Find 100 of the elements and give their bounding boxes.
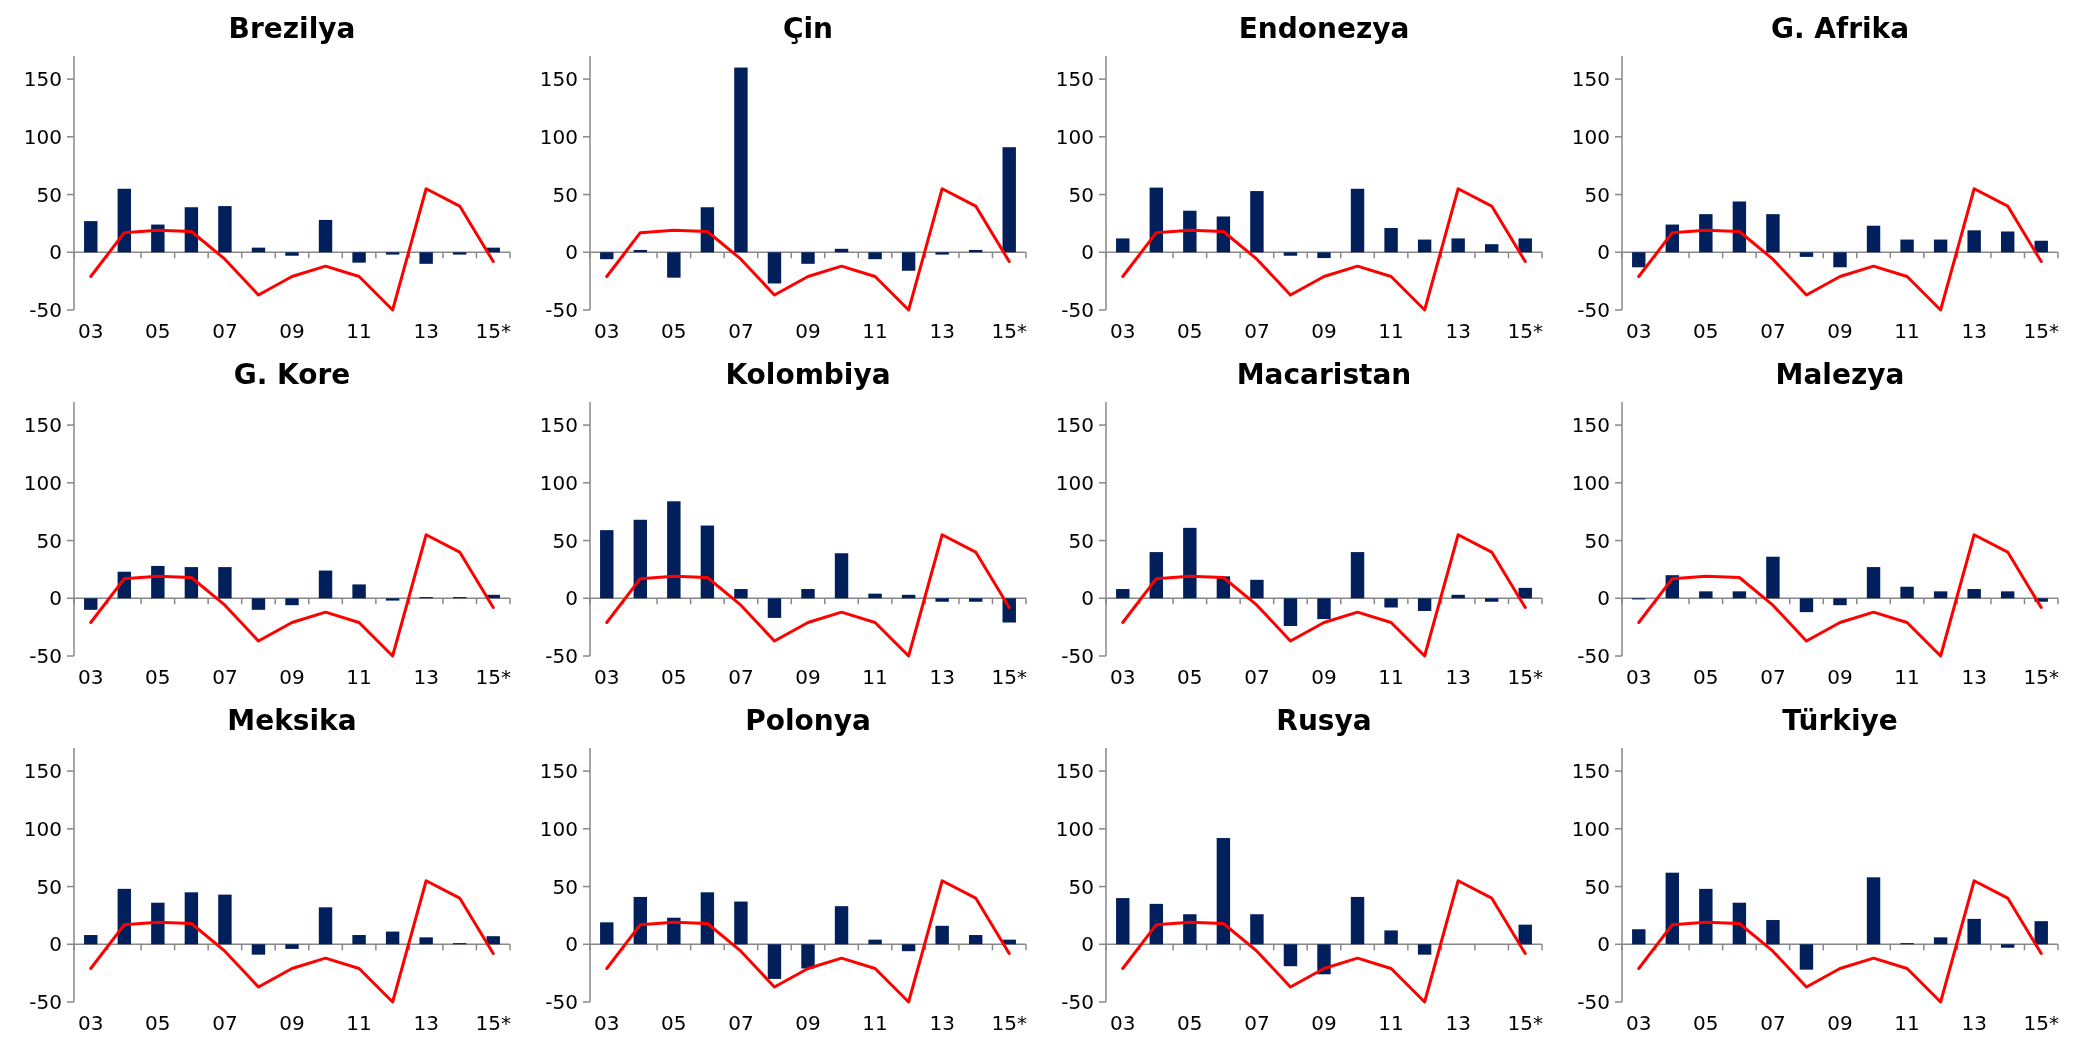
- bar: [1799, 252, 1814, 257]
- bar: [1216, 838, 1231, 945]
- y-tick-label: -50: [1577, 990, 1610, 1014]
- bar: [968, 935, 983, 945]
- chart-title: Kolombiya: [725, 358, 891, 391]
- y-tick-label: -50: [1061, 990, 1094, 1014]
- y-tick-label: 50: [552, 874, 578, 899]
- bar: [117, 188, 132, 253]
- bar: [968, 598, 983, 602]
- bar: [419, 937, 433, 945]
- x-tick-label: 03: [1110, 1011, 1136, 1035]
- y-tick-label: 50: [36, 182, 62, 207]
- bar: [352, 584, 366, 599]
- x-tick-label: 05: [1177, 665, 1203, 689]
- x-tick-label: 03: [1626, 665, 1652, 689]
- x-tick-label: 15*: [1507, 319, 1543, 343]
- bar: [868, 252, 882, 260]
- x-tick-label: 09: [279, 1011, 305, 1035]
- y-tick-label: 150: [539, 413, 578, 438]
- x-tick-label: 15*: [2023, 1011, 2059, 1035]
- line-series: [1121, 879, 1527, 1004]
- y-tick-label: 50: [1584, 874, 1610, 899]
- chart-title: Meksika: [227, 704, 357, 737]
- bar: [734, 901, 748, 945]
- line-series: [605, 187, 1011, 312]
- x-tick-label: 03: [1110, 319, 1136, 343]
- chart-title: Endonezya: [1238, 12, 1410, 45]
- y-tick-label: -50: [1577, 298, 1610, 322]
- chart-title: G. Kore: [233, 358, 351, 391]
- bar: [1183, 527, 1197, 599]
- x-tick-label: 11: [862, 1011, 888, 1035]
- x-tick-label: 11: [1378, 1011, 1404, 1035]
- x-tick-label: 07: [1760, 665, 1786, 689]
- bar: [1866, 877, 1881, 945]
- bar: [734, 589, 748, 599]
- x-tick-label: 09: [279, 665, 305, 689]
- bar: [1900, 239, 1914, 253]
- bar: [1799, 598, 1814, 613]
- line-series: [89, 533, 495, 658]
- bar: [1866, 225, 1881, 253]
- x-tick-label: 13: [413, 665, 439, 689]
- bar: [868, 593, 882, 599]
- bar: [1116, 898, 1130, 945]
- y-tick-label: 150: [23, 759, 62, 784]
- bar: [1317, 598, 1331, 620]
- bar: [1933, 239, 1948, 253]
- x-tick-label: 03: [78, 1011, 104, 1035]
- bar: [1451, 238, 1465, 253]
- bar: [151, 902, 165, 945]
- bar: [285, 598, 299, 606]
- x-tick-label: 07: [728, 1011, 754, 1035]
- x-tick-label: 07: [728, 319, 754, 343]
- y-tick-label: 100: [1571, 124, 1610, 149]
- y-tick-label: -50: [545, 644, 578, 668]
- x-tick-label: 05: [661, 319, 687, 343]
- bar: [1632, 252, 1646, 268]
- bar: [1699, 214, 1713, 253]
- chart-title: Macaristan: [1236, 358, 1412, 391]
- bar: [2034, 240, 2048, 253]
- y-tick-label: 0: [1597, 240, 1610, 265]
- bar: [452, 252, 467, 255]
- y-tick-label: 50: [1068, 528, 1094, 553]
- y-tick-label: -50: [545, 298, 578, 322]
- bar: [1699, 591, 1713, 599]
- x-tick-label: 13: [413, 319, 439, 343]
- y-tick-label: 150: [1055, 759, 1094, 784]
- y-tick-label: 100: [23, 124, 62, 149]
- bar: [285, 252, 299, 256]
- bar: [1933, 937, 1948, 945]
- bar: [1283, 252, 1298, 256]
- bar: [218, 894, 232, 945]
- bar: [1518, 924, 1532, 945]
- x-tick-label: 11: [1894, 1011, 1920, 1035]
- y-tick-label: 100: [1571, 816, 1610, 841]
- line-series: [1637, 533, 2043, 658]
- bar: [218, 567, 232, 599]
- y-tick-label: 50: [552, 182, 578, 207]
- x-tick-label: 13: [1961, 665, 1987, 689]
- y-tick-label: 100: [23, 816, 62, 841]
- bar: [318, 570, 333, 599]
- line-series: [605, 879, 1011, 1004]
- x-tick-label: 11: [1378, 665, 1404, 689]
- x-tick-label: 05: [145, 1011, 171, 1035]
- bar: [385, 252, 400, 255]
- x-tick-label: 07: [1244, 1011, 1270, 1035]
- x-tick-label: 03: [78, 319, 104, 343]
- bar: [935, 925, 949, 945]
- bar: [700, 892, 715, 945]
- bar: [1900, 586, 1914, 599]
- x-tick-label: 03: [594, 1011, 620, 1035]
- x-tick-label: 11: [862, 319, 888, 343]
- x-tick-label: 13: [929, 665, 955, 689]
- y-tick-label: 100: [23, 470, 62, 495]
- y-tick-label: -50: [1061, 644, 1094, 668]
- bar: [1417, 239, 1432, 253]
- x-tick-label: 15*: [2023, 319, 2059, 343]
- bar: [667, 252, 681, 278]
- x-tick-label: 13: [1445, 665, 1471, 689]
- line-series: [1121, 187, 1527, 312]
- bar: [84, 221, 98, 253]
